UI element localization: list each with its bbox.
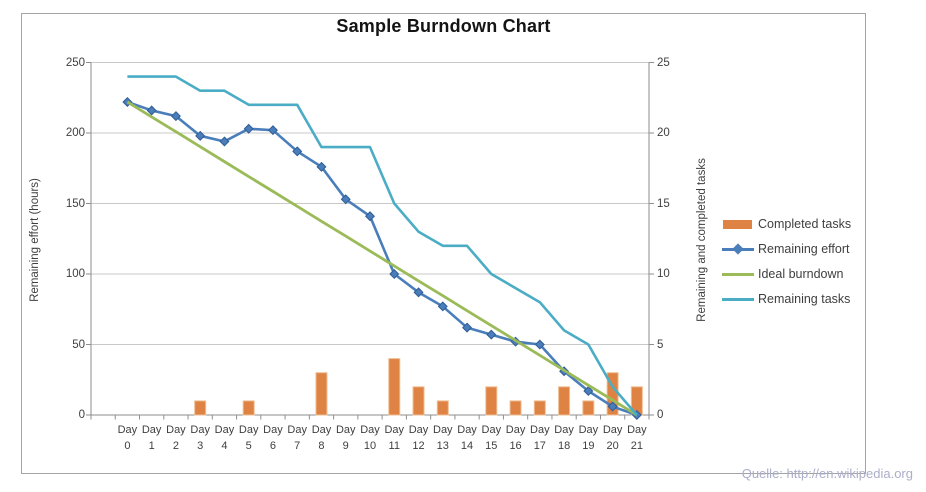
line-remaining-tasks bbox=[127, 75, 638, 416]
x-axis-day-label: Day 13 bbox=[433, 424, 453, 452]
x-axis-day-label: Day 2 bbox=[166, 424, 186, 452]
x-axis-day-label: Day 20 bbox=[602, 424, 623, 452]
left-axis-tick-label: 250 bbox=[65, 56, 85, 69]
marker-remaining-effort bbox=[437, 301, 448, 312]
x-axis-day-label: Day 9 bbox=[335, 424, 356, 452]
legend-item-completed-tasks: Completed tasks bbox=[722, 211, 851, 236]
right-axis-tick-label: 5 bbox=[657, 338, 664, 351]
left-axis-tick-label: 150 bbox=[65, 197, 85, 210]
marker-remaining-effort bbox=[340, 194, 351, 205]
x-axis-day-label: Day 5 bbox=[238, 424, 259, 452]
bar-completed-tasks bbox=[194, 400, 207, 416]
left-axis-tick-label: 100 bbox=[65, 268, 85, 280]
x-axis-day-label: Day 18 bbox=[554, 424, 574, 452]
x-axis-day-label: Day 3 bbox=[190, 424, 210, 452]
bar-completed-tasks bbox=[533, 400, 546, 416]
x-axis-day-label: Day 1 bbox=[141, 424, 162, 452]
legend-item-remaining-tasks: Remaining tasks bbox=[722, 286, 851, 311]
right-axis-tick-label: 20 bbox=[657, 127, 670, 139]
x-axis-day-label: Day 6 bbox=[263, 424, 283, 452]
legend-label: Completed tasks bbox=[758, 216, 852, 231]
x-axis-day-label: Day 19 bbox=[578, 424, 599, 452]
marker-remaining-effort bbox=[462, 322, 473, 333]
marker-remaining-effort bbox=[364, 211, 376, 222]
bar-completed-tasks bbox=[436, 400, 449, 416]
marker-remaining-effort bbox=[583, 386, 594, 397]
left-axis-tick-label: 50 bbox=[72, 338, 85, 351]
legend-label: Remaining effort bbox=[758, 241, 850, 256]
x-axis-day-label: Day 11 bbox=[384, 424, 405, 452]
legend: Completed tasks Remaining effort Ideal b… bbox=[722, 211, 851, 311]
x-axis-day-label: Day 16 bbox=[505, 424, 526, 452]
x-axis-day-label: Day 7 bbox=[287, 424, 307, 452]
bar-completed-tasks bbox=[485, 386, 498, 416]
legend-item-remaining-effort: Remaining effort bbox=[722, 236, 851, 261]
x-axis-day-label: Day 0 bbox=[117, 424, 138, 452]
marker-remaining-effort bbox=[195, 130, 206, 141]
marker-remaining-effort bbox=[267, 125, 278, 136]
source-note: Quelle: http://en.wikipedia.org bbox=[741, 466, 913, 481]
legend-line-diamond-swatch-icon bbox=[722, 242, 754, 256]
legend-item-ideal-burndown: Ideal burndown bbox=[722, 261, 851, 286]
left-axis-tick-label: 0 bbox=[78, 409, 85, 421]
legend-line-swatch-icon bbox=[722, 292, 754, 306]
x-axis-day-label: Day 4 bbox=[214, 424, 235, 452]
right-axis-tick-label: 0 bbox=[657, 409, 664, 421]
right-axis-tick-label: 10 bbox=[657, 268, 670, 280]
marker-remaining-effort bbox=[486, 329, 497, 340]
marker-remaining-effort bbox=[389, 268, 400, 280]
legend-bar-swatch-icon bbox=[722, 217, 754, 231]
line-remaining-effort bbox=[126, 100, 638, 417]
chart-title: Sample Burndown Chart bbox=[336, 16, 551, 36]
right-axis-tick-label: 25 bbox=[657, 56, 670, 69]
legend-label: Remaining tasks bbox=[758, 291, 851, 306]
marker-remaining-effort bbox=[170, 111, 181, 122]
marker-remaining-effort bbox=[413, 287, 424, 298]
bar-completed-tasks bbox=[582, 400, 595, 416]
marker-remaining-effort bbox=[316, 161, 327, 172]
line-ideal-burndown bbox=[126, 100, 638, 417]
bar-completed-tasks bbox=[242, 400, 255, 416]
bar-completed-tasks bbox=[558, 386, 571, 416]
right-axis-tick-label: 15 bbox=[657, 197, 670, 210]
x-axis-day-label: Day 8 bbox=[311, 424, 332, 452]
bar-completed-tasks bbox=[509, 400, 522, 416]
x-axis-day-label: Day 12 bbox=[408, 424, 429, 452]
bar-completed-tasks bbox=[315, 372, 328, 416]
legend-label: Ideal burndown bbox=[758, 266, 844, 281]
x-axis-day-label: Day 14 bbox=[457, 424, 477, 452]
marker-remaining-effort bbox=[534, 339, 545, 350]
marker-remaining-effort bbox=[146, 105, 157, 116]
bar-completed-tasks bbox=[388, 358, 401, 416]
marker-remaining-effort bbox=[292, 146, 303, 157]
x-axis-day-label: Day 10 bbox=[360, 424, 380, 452]
bar-completed-tasks bbox=[412, 386, 425, 416]
legend-line-swatch-icon bbox=[722, 267, 754, 281]
left-axis-tick-label: 200 bbox=[65, 127, 85, 139]
x-axis-day-label: Day 21 bbox=[627, 424, 647, 452]
chart-frame bbox=[21, 13, 866, 474]
x-axis-day-label: Day 15 bbox=[481, 424, 502, 452]
x-axis-day-label: Day 17 bbox=[530, 424, 550, 452]
marker-remaining-effort bbox=[607, 401, 618, 412]
marker-remaining-effort bbox=[219, 136, 230, 147]
marker-remaining-effort bbox=[243, 123, 254, 134]
